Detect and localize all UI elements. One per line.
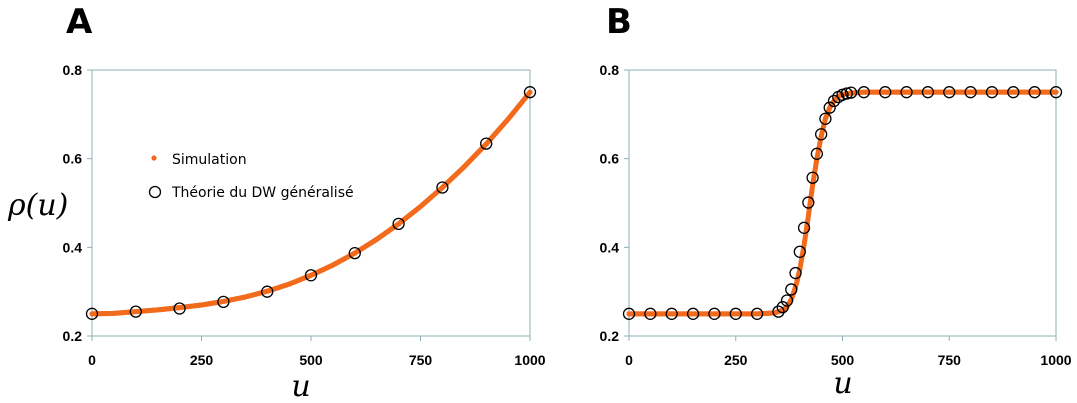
panel-b-x-tick-label: 0: [625, 352, 633, 368]
panel-b-theory-point: [840, 87, 853, 100]
panel-b-x-tick-label: 500: [831, 352, 855, 368]
panel-a-theory-point: [261, 285, 274, 298]
legend-theory-marker: [148, 185, 162, 199]
panel-b-y-tick-label: 0.8: [600, 62, 620, 78]
panel-a-y-tick-label: 0.2: [63, 328, 83, 344]
panel-a-theory-point: [173, 302, 186, 315]
panel-b-x-tick-label: 750: [938, 352, 962, 368]
panel-b-y-tick-label: 0.4: [600, 239, 620, 255]
panel-b-theory-point: [780, 294, 794, 307]
panel-b-y-tick-label: 0.6: [600, 151, 620, 167]
panel-b-y-tick-label: 0.2: [600, 328, 620, 344]
panel-b-plot-area: [622, 86, 1063, 320]
panel-b-theory-point: [789, 266, 802, 280]
panel-a-x-tick-label: 500: [299, 352, 323, 368]
panel-b-theory-point: [797, 221, 811, 234]
panel-b-theory-point: [729, 307, 742, 320]
panel-b: B 0.2 0.4 0.6 0.8 0 250 500 750 1000 u: [600, 2, 1072, 401]
panel-a-x-tick-label: 0: [88, 352, 96, 368]
panel-b-simulation-line: [626, 89, 1059, 317]
panel-b-simulation-point: [809, 189, 815, 195]
panel-a-theory-point: [523, 86, 537, 99]
panel-b-theory-point: [772, 305, 785, 318]
panel-b-plot-frame: [628, 69, 1057, 337]
panel-b-theory-point: [665, 307, 678, 320]
panel-b-theory-point: [823, 101, 836, 114]
panel-b-simulation-point: [811, 173, 817, 179]
panel-b-x-tick-label: 250: [724, 352, 748, 368]
panel-b-simulation-point: [820, 124, 827, 130]
panel-a-y-ticks: 0.2 0.4 0.6 0.8: [63, 62, 92, 344]
panel-b-theory-point: [776, 301, 789, 314]
panel-a-theory-point: [304, 269, 318, 282]
panel-b-theory-point: [806, 171, 819, 184]
panel-a-x-axis-title: u: [291, 369, 310, 403]
panel-b-y-ticks: 0.2 0.4 0.6 0.8: [600, 62, 629, 344]
panel-b-simulation-point: [818, 133, 824, 140]
panel-b-theory-point: [750, 307, 764, 320]
panel-b-simulation-point: [813, 159, 820, 165]
panel-a-theory-point: [85, 307, 99, 320]
panel-b-theory-point: [708, 307, 721, 320]
panel-b-theory-point: [793, 245, 806, 258]
panel-a-theory-point: [436, 181, 449, 194]
panel-b-theory-point: [943, 86, 956, 99]
panel-a-simulation-point: [527, 89, 533, 95]
panel-b-simulation-point: [1053, 89, 1059, 95]
legend-simulation-marker: [151, 155, 157, 161]
panel-a-theory-point: [480, 137, 493, 150]
legend-theory-label: Théorie du DW généralisé: [171, 185, 354, 201]
panel-b-theory-point: [857, 86, 870, 99]
panel-b-x-ticks: 0 250 500 750 1000: [625, 336, 1072, 368]
panel-a-plot-area: [85, 86, 537, 320]
panel-a-theory-point: [129, 305, 142, 318]
panel-b-label: B: [606, 2, 632, 42]
panel-a-x-tick-label: 1000: [514, 352, 545, 368]
panel-a-x-ticks: 0 250 500 750 1000: [88, 336, 546, 368]
panel-b-theory-point: [819, 112, 832, 125]
panel-b-x-tick-label: 1000: [1040, 352, 1071, 368]
panel-a-y-tick-label: 0.8: [63, 62, 83, 78]
panel-a-label: A: [66, 2, 93, 42]
panel-a-plot-frame: [91, 69, 531, 337]
panel-b-theory-point: [802, 196, 815, 209]
legend-simulation-label: Simulation: [172, 152, 247, 168]
panel-a-theory-point: [392, 217, 405, 230]
panel-b-theory-point: [686, 307, 700, 320]
panel-b-simulation-point: [823, 114, 829, 121]
panel-b-theory-point: [900, 86, 913, 99]
panel-b-theory-point: [785, 283, 798, 296]
panel-b-theory-point: [827, 94, 841, 108]
panel-a-y-axis-title: ρ(u): [7, 188, 68, 223]
panel-b-x-axis-title: u: [833, 366, 852, 401]
panel-b-theory-point: [815, 128, 828, 141]
panel-b-theory-point: [964, 86, 977, 99]
panel-a-x-tick-label: 250: [190, 352, 214, 368]
panel-b-theory-point: [644, 307, 657, 320]
panel-b-simulation-point: [801, 239, 808, 245]
panel-b-theory-point: [622, 307, 636, 320]
panel-a-y-tick-label: 0.6: [63, 151, 83, 167]
panel-b-theory-point: [844, 86, 858, 99]
panel-a: A 0.2 0.4 0.6 0.8 0 250 500 750 1000 ρ(u) u Sim…: [7, 2, 546, 403]
panel-a-theory-point: [217, 295, 230, 309]
panel-a-y-tick-label: 0.4: [63, 239, 83, 255]
panel-a-legend: Simulation Théorie du DW généralisé: [148, 152, 354, 201]
panel-b-theory-point: [985, 86, 999, 99]
panel-b-theory-point: [1007, 86, 1020, 99]
panel-b-theory-point: [1028, 86, 1041, 99]
panel-b-theory-point: [921, 86, 935, 99]
panel-b-theory-point: [1049, 86, 1063, 99]
panel-a-theory-point: [348, 246, 361, 260]
panel-a-x-tick-label: 750: [409, 352, 433, 368]
panel-b-theory-point: [810, 147, 824, 160]
panel-b-theory-point: [879, 86, 892, 99]
